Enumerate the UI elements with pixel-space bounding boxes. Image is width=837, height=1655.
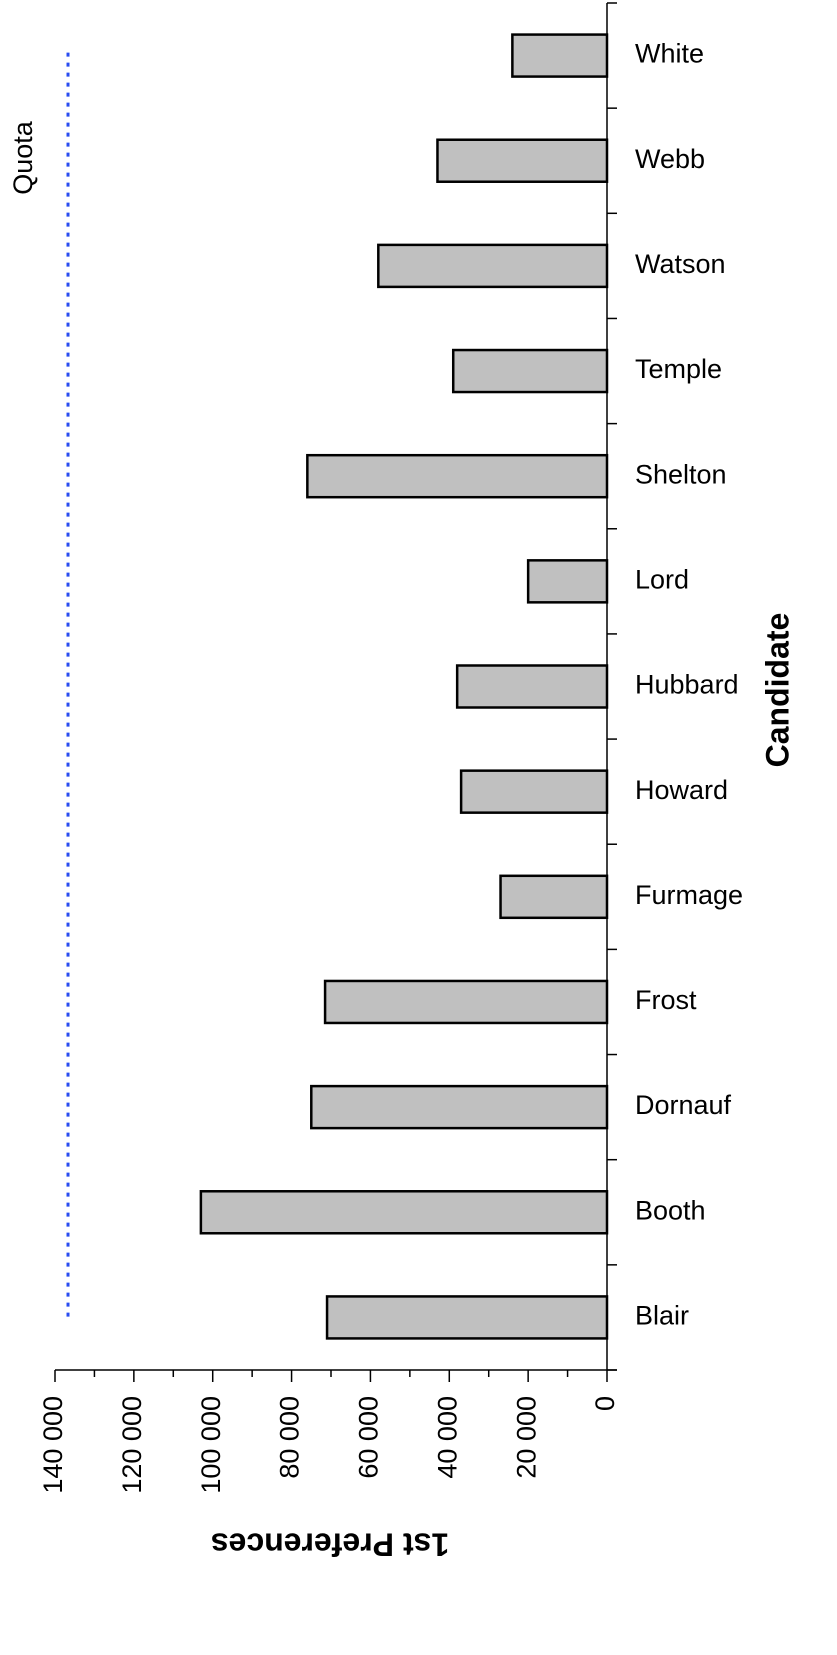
x-tick-label: 60 000 bbox=[354, 1396, 384, 1479]
y-tick-label: White bbox=[635, 39, 704, 69]
bar bbox=[310, 1084, 609, 1130]
y-tick-label: Booth bbox=[635, 1195, 706, 1225]
bar bbox=[459, 769, 609, 814]
y-axis-title: Candidate bbox=[759, 613, 795, 768]
bar bbox=[455, 664, 609, 709]
bar bbox=[511, 33, 609, 78]
y-tick-label: Hubbard bbox=[635, 670, 739, 700]
y-tick-label: Webb bbox=[635, 144, 705, 174]
y-tick-label: Lord bbox=[635, 564, 689, 594]
y-tick-label: Watson bbox=[635, 249, 726, 279]
y-tick-label: Frost bbox=[635, 985, 697, 1015]
bar bbox=[199, 1190, 609, 1235]
y-tick-label: Blair bbox=[635, 1301, 689, 1331]
bar bbox=[526, 559, 609, 604]
bar bbox=[325, 1295, 609, 1340]
x-tick-label: 20 000 bbox=[511, 1396, 541, 1479]
x-tick-label: 80 000 bbox=[275, 1396, 305, 1479]
y-tick-label: Howard bbox=[635, 775, 728, 805]
bar bbox=[306, 453, 609, 499]
y-tick-label: Furmage bbox=[635, 880, 743, 910]
quota-label: Quota bbox=[8, 120, 38, 195]
bar bbox=[323, 979, 609, 1025]
bar bbox=[451, 348, 609, 394]
x-tick-label: 120 000 bbox=[117, 1396, 147, 1494]
x-tick-label: 40 000 bbox=[432, 1396, 462, 1479]
y-tick-label: Shelton bbox=[635, 459, 727, 489]
y-tick-label: Dornauf bbox=[635, 1090, 732, 1120]
bar bbox=[436, 138, 609, 183]
x-tick-label: 0 bbox=[590, 1396, 620, 1411]
y-tick-label: Temple bbox=[635, 354, 722, 384]
bar bbox=[377, 243, 609, 289]
x-tick-label: 100 000 bbox=[196, 1396, 226, 1494]
x-tick-label: 140 000 bbox=[38, 1396, 68, 1494]
x-axis-title: 1st Preferences bbox=[211, 1527, 449, 1563]
bar bbox=[499, 874, 609, 920]
